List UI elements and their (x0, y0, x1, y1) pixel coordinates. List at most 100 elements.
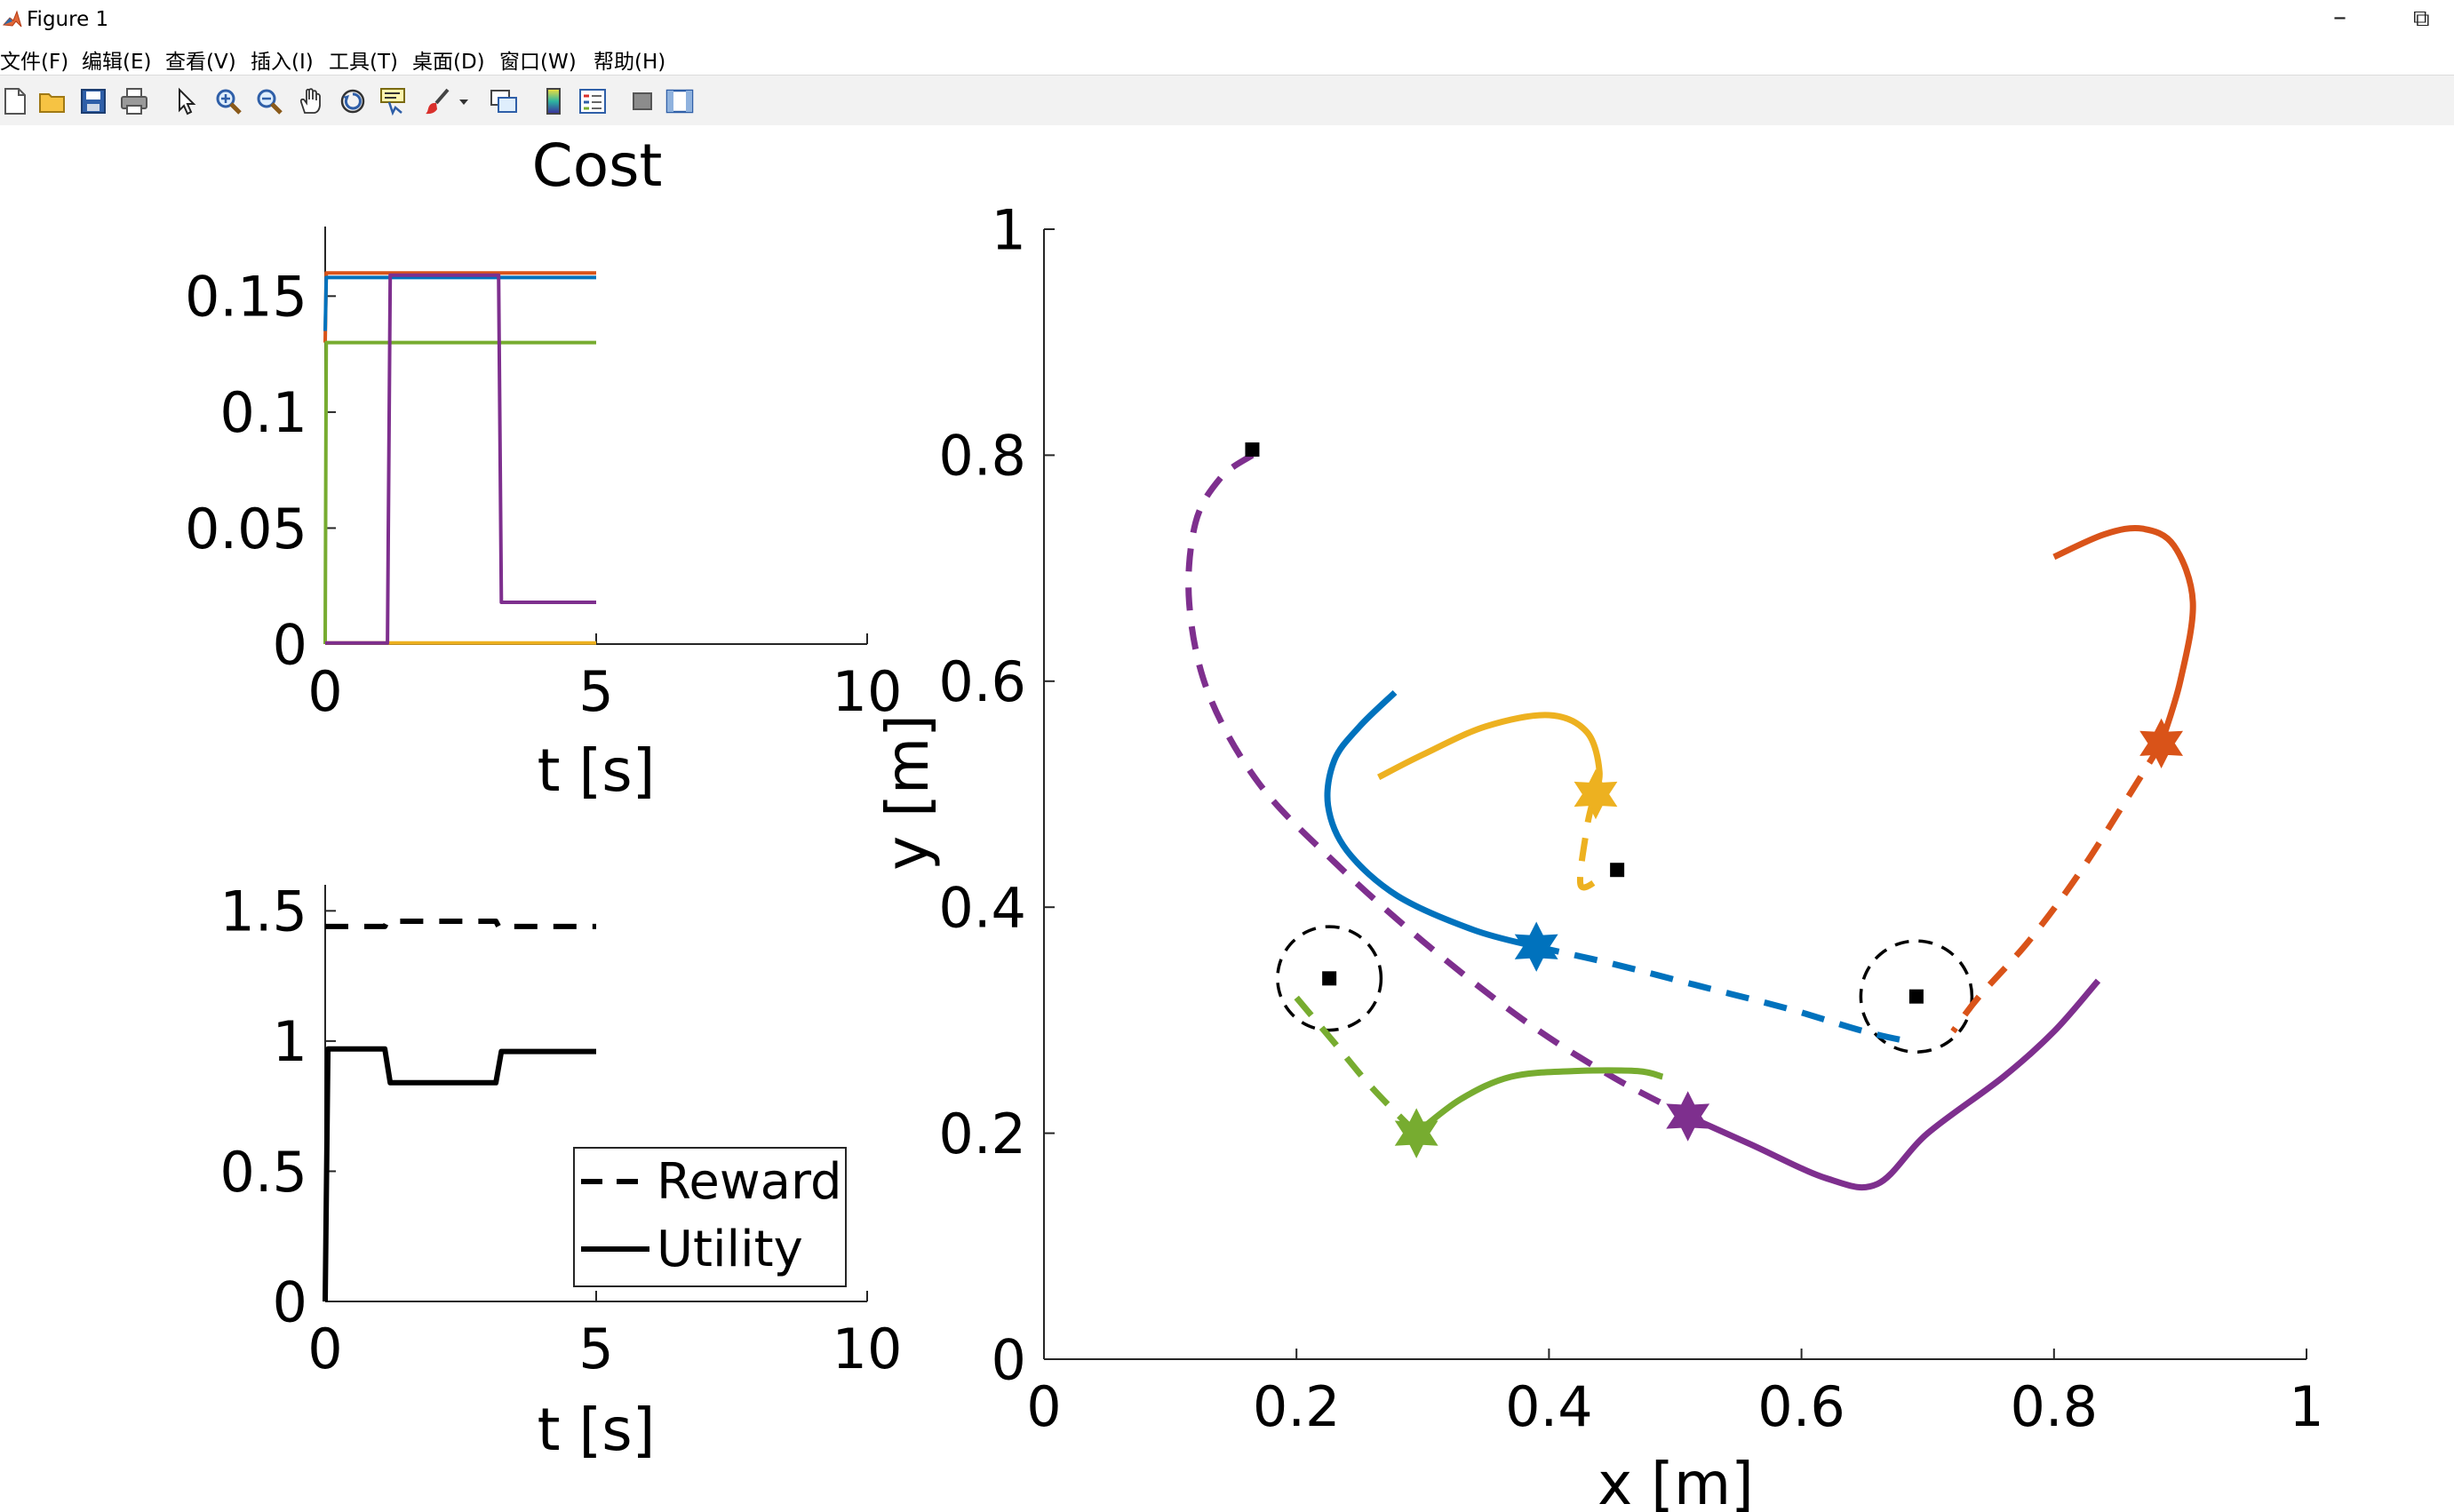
legend-reward-label: Reward (657, 1153, 842, 1211)
minimize-button[interactable]: – (2333, 2, 2346, 33)
reward-utility-axes[interactable]: 0 5 10 0 0.5 1 1.5 t [s] Reward Utility (219, 879, 902, 1464)
traj-x-ticks: 0 0.2 0.4 0.6 0.8 1 (1026, 1349, 2324, 1439)
cost-xtick-label: 5 (578, 659, 613, 724)
restore-button[interactable]: ⧉ (2413, 5, 2430, 32)
cost-axes[interactable]: Cost 0 5 10 0 0.05 0.1 0.15 t [s] (185, 131, 903, 805)
goal-marker (1245, 442, 1260, 458)
star-marker (1514, 921, 1558, 972)
obstacle-circle (1859, 939, 1974, 1054)
traj-ytick-label: 0.8 (938, 424, 1026, 489)
cost-ytick-label: 0.15 (185, 265, 307, 330)
menu-file[interactable]: 文件(F) (0, 51, 69, 74)
ru-series (323, 919, 596, 1302)
traj-xtick-label: 0 (1026, 1374, 1061, 1439)
zoom-out-icon[interactable] (254, 86, 284, 116)
menu-desktop[interactable]: 桌面(D) (412, 51, 485, 74)
traj-ytick-label: 1 (992, 197, 1026, 262)
save-icon[interactable] (78, 86, 108, 116)
brush-dropdown-icon[interactable] (457, 86, 471, 116)
traj-xtick-label: 0.4 (1505, 1374, 1593, 1439)
ru-line-utility (323, 1046, 596, 1302)
window-title: Figure 1 (27, 8, 109, 31)
brush-icon[interactable] (423, 86, 453, 116)
star-marker (1394, 1108, 1438, 1158)
traj-xtick-label: 1 (2289, 1374, 2323, 1439)
hide-plot-tools-icon[interactable] (627, 86, 657, 116)
ru-line-reward (325, 919, 596, 929)
print-icon[interactable] (119, 86, 149, 116)
zoom-in-icon[interactable] (213, 86, 243, 116)
data-cursor-icon[interactable] (378, 86, 409, 116)
show-plot-tools-icon[interactable] (665, 86, 695, 116)
menu-tools[interactable]: 工具(T) (329, 51, 398, 74)
ru-ytick-label: 0.5 (219, 1140, 307, 1205)
traj-ytick-label: 0.4 (938, 876, 1026, 941)
toolbar (0, 75, 2454, 126)
link-plot-icon[interactable] (489, 86, 519, 116)
ru-xtick-label: 10 (833, 1317, 903, 1381)
menu-view[interactable]: 查看(V) (165, 51, 236, 74)
menu-help[interactable]: 帮助(H) (594, 51, 666, 74)
pan-icon[interactable] (297, 86, 327, 116)
colorbar-icon[interactable] (538, 86, 569, 116)
goal-markers (1245, 442, 1924, 1004)
trajectory-purple-solid (1686, 978, 2101, 1190)
legend-box (573, 1147, 847, 1287)
traj-ytick-label: 0 (992, 1327, 1026, 1392)
trajectory-orange-solid (2052, 524, 2196, 744)
obstacles (1276, 925, 1974, 1054)
star-markers (1394, 718, 2184, 1158)
legend[interactable]: Reward Utility (573, 1147, 847, 1287)
menu-insert[interactable]: 插入(I) (251, 51, 314, 74)
trajectory-purple-dashed (1185, 452, 1690, 1119)
star-marker (2139, 718, 2184, 769)
traj-ytick-label: 0.6 (938, 649, 1026, 714)
rotate-3d-icon[interactable] (338, 86, 368, 116)
menu-edit[interactable]: 编辑(E) (82, 51, 152, 74)
ru-ytick-label: 1 (273, 1009, 307, 1074)
cost-xtick-label: 10 (833, 659, 903, 724)
ru-xtick-label: 5 (578, 1317, 613, 1381)
figure-canvas: Cost 0 5 10 0 0.05 0.1 0.15 t [s] 0 5 10 0 0.5 1 1… (0, 125, 2454, 1512)
goal-marker (1610, 863, 1625, 878)
figure-svg: Cost 0 5 10 0 0.05 0.1 0.15 t [s] 0 5 10 0 0.5 1 1… (185, 131, 2324, 1512)
trajectory-yellow-solid (1377, 712, 1603, 801)
obstacle-circle (1276, 925, 1383, 1032)
menu-window[interactable]: 窗口(W) (499, 51, 577, 74)
star-marker (1574, 768, 1618, 820)
legend-icon[interactable] (578, 86, 608, 116)
ru-x-ticks: 0 5 10 (307, 1291, 902, 1381)
ru-ytick-label: 1.5 (219, 879, 307, 944)
matlab-logo-icon (2, 10, 22, 28)
menu-bar: 文件(F) 编辑(E) 查看(V) 插入(I) 工具(T) 桌面(D) 窗口(W… (0, 39, 2454, 75)
legend-utility-label: Utility (657, 1221, 803, 1278)
cost-ytick-label: 0.1 (219, 380, 307, 445)
cost-line-agent-green (323, 340, 596, 645)
cost-y-ticks: 0 0.05 0.1 0.15 (185, 265, 336, 677)
ru-xtick-label: 0 (307, 1317, 342, 1381)
cost-ytick-label: 0.05 (185, 497, 307, 561)
trajectory-blue-dashed (1535, 943, 1916, 1046)
cost-line-agent-orange (323, 271, 596, 343)
new-figure-icon[interactable] (0, 86, 30, 116)
open-file-icon[interactable] (37, 86, 68, 116)
cost-line-agent-purple (325, 273, 596, 645)
title-bar: Figure 1 – ⧉ (0, 0, 2454, 39)
trajectory-blue-solid (1324, 689, 1538, 951)
trajectory-green-solid (1414, 1067, 1664, 1136)
cost-x-ticks: 0 5 10 (307, 633, 902, 724)
ru-y-ticks: 0 0.5 1 1.5 (219, 879, 336, 1334)
trajectory-axes[interactable]: 0 0.2 0.4 0.6 0.8 1 0 0.2 0.4 0.6 0.8 1 x [m] y [m… (873, 197, 2324, 1512)
goal-marker (1908, 989, 1924, 1004)
traj-xtick-label: 0.2 (1253, 1374, 1341, 1439)
traj-xtick-label: 0.6 (1757, 1374, 1845, 1439)
pointer-icon[interactable] (171, 86, 201, 116)
cost-line-agent-blue (323, 275, 596, 331)
cost-ytick-label: 0 (273, 612, 307, 677)
cost-series (323, 271, 596, 645)
traj-ylabel: y [m] (873, 714, 942, 871)
cost-title: Cost (532, 131, 663, 200)
ru-xlabel: t [s] (538, 1396, 656, 1464)
trajectories (1185, 452, 2196, 1190)
trajectory-orange-dashed (1950, 741, 2164, 1034)
